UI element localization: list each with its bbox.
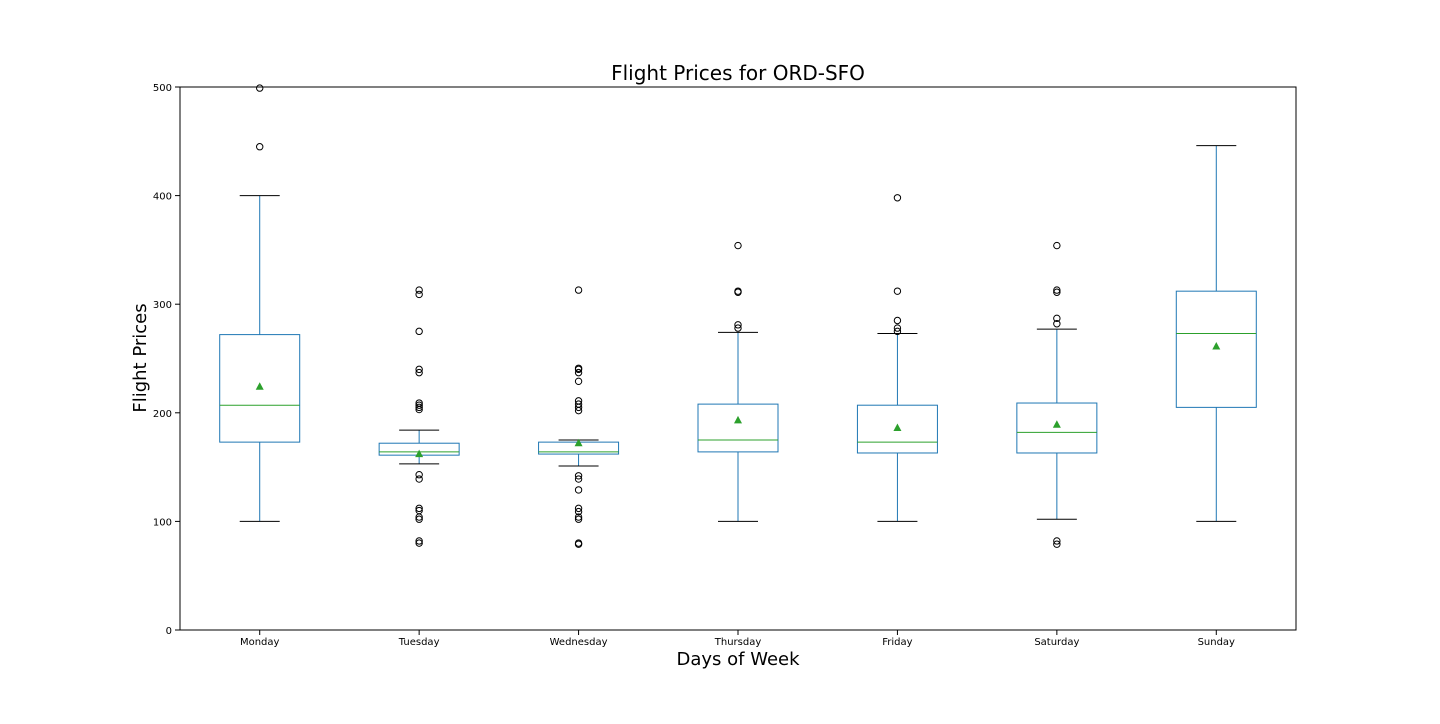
outlier-point	[415, 506, 423, 515]
outlier-point	[574, 377, 583, 386]
outlier-point	[574, 400, 583, 408]
outlier-point	[256, 84, 264, 92]
outlier-point	[415, 365, 423, 374]
outlier-point	[574, 513, 583, 521]
outlier-point	[574, 472, 583, 480]
x-axis-label: Days of Week	[676, 649, 800, 670]
y-tick-label: 0	[166, 626, 172, 637]
y-tick-label: 200	[153, 409, 172, 420]
outlier-point	[415, 327, 423, 336]
outlier-point	[415, 475, 423, 483]
mean-marker	[574, 438, 583, 447]
outlier-point	[415, 515, 423, 523]
outlier-point	[574, 397, 583, 405]
mean-marker	[1052, 420, 1061, 428]
outlier-point	[574, 507, 583, 516]
outlier-point	[574, 515, 583, 523]
outlier-point	[415, 537, 423, 545]
outlier-point	[415, 403, 423, 412]
box-iqr	[1016, 402, 1098, 454]
chart-title: Flight Prices for ORD-SFO	[611, 61, 865, 85]
outlier-point	[574, 539, 583, 547]
box-iqr	[697, 403, 779, 453]
outlier-point	[1053, 288, 1061, 296]
outlier-point	[1053, 537, 1061, 545]
outlier-point	[574, 475, 583, 483]
mean-marker	[415, 449, 424, 458]
x-tick-label: Friday	[882, 637, 912, 648]
outlier-point	[734, 287, 742, 295]
outlier-point	[574, 504, 583, 513]
outlier-point	[574, 364, 583, 372]
outlier-point	[1053, 540, 1061, 548]
outlier-point	[415, 368, 423, 377]
outlier-point	[1053, 286, 1061, 294]
outlier-point	[415, 539, 423, 547]
outlier-point	[893, 324, 902, 332]
outlier-point	[1053, 320, 1061, 328]
y-tick-label: 400	[153, 192, 172, 203]
outlier-point	[415, 290, 423, 299]
mean-marker	[893, 423, 902, 432]
outlier-point	[893, 327, 902, 336]
outlier-point	[574, 286, 583, 294]
outlier-point	[734, 324, 742, 332]
mean-marker	[255, 382, 264, 390]
y-tick-label: 300	[153, 300, 172, 311]
x-tick-label: Sunday	[1198, 637, 1235, 648]
x-tick-label: Tuesday	[398, 637, 440, 648]
outlier-point	[415, 504, 423, 513]
x-tick-label: Wednesday	[550, 637, 608, 648]
x-tick-label: Thursday	[714, 637, 762, 648]
outlier-point	[893, 287, 902, 295]
outlier-point	[256, 143, 264, 151]
outlier-point	[734, 241, 742, 250]
y-tick-label: 100	[153, 517, 172, 528]
mean-marker	[1212, 342, 1221, 350]
outlier-point	[574, 368, 583, 377]
outlier-point	[415, 399, 423, 407]
x-tick-label: Saturday	[1034, 637, 1079, 648]
x-tick-label: Monday	[240, 637, 280, 648]
outlier-point	[415, 471, 423, 479]
outlier-point	[734, 321, 742, 329]
y-axis-label: Flight Prices	[130, 303, 151, 412]
outlier-point	[415, 401, 423, 409]
mean-marker	[734, 415, 742, 424]
y-tick-label: 500	[153, 83, 172, 94]
outlier-point	[1053, 241, 1061, 250]
outlier-point	[893, 316, 902, 325]
outlier-point	[415, 286, 423, 294]
outlier-point	[574, 486, 583, 494]
plot-area: 0 100 200 300 400 500 Monday Tuesday Wednesday Th…	[153, 83, 1297, 648]
outlier-point	[893, 194, 902, 202]
outlier-point	[1053, 314, 1061, 323]
